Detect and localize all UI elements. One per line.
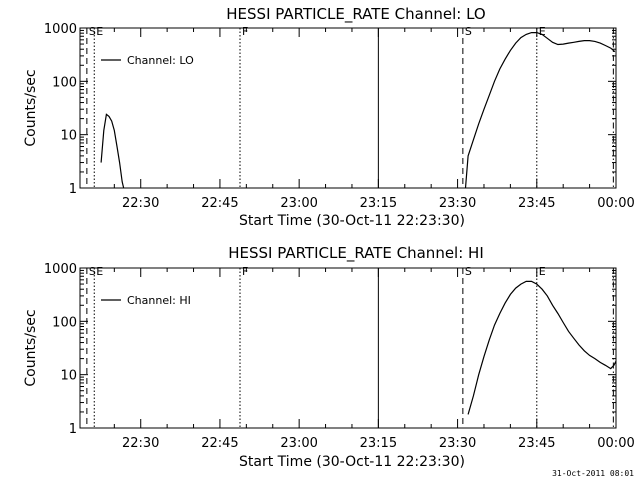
x-tick-label: 23:00 — [280, 196, 317, 211]
x-tick-label: 22:45 — [201, 436, 238, 451]
plot-frame — [79, 27, 617, 189]
marker-label-3: F — [242, 265, 248, 278]
y-tick-label: 10 — [60, 369, 77, 384]
marker-label-6: E — [539, 265, 546, 278]
marker-label-2: E — [96, 25, 103, 38]
y-axis-label: Counts/sec — [23, 309, 39, 386]
y-tick-label: 100 — [52, 75, 77, 90]
y-tick-label: 1000 — [44, 262, 77, 277]
x-tick-label: 23:45 — [518, 196, 555, 211]
chart-title: HESSI PARTICLE_RATE Channel: LO — [226, 5, 485, 24]
y-tick-label: 100 — [52, 315, 77, 330]
x-tick-label: 23:45 — [518, 436, 555, 451]
series-line-2 — [464, 32, 616, 188]
legend-label: Channel: HI — [127, 294, 191, 307]
y-tick-label: 10 — [60, 129, 77, 144]
x-tick-label: 23:15 — [360, 196, 397, 211]
x-tick-label: 00:00 — [597, 196, 634, 211]
x-tick-label: 23:15 — [360, 436, 397, 451]
x-axis-label: Start Time (30-Oct-11 22:23:30) — [239, 454, 465, 470]
marker-label-5: S — [465, 265, 472, 278]
x-tick-label: 00:00 — [597, 436, 634, 451]
marker-label-6: E — [539, 25, 546, 38]
chart-title: HESSI PARTICLE_RATE Channel: HI — [228, 244, 484, 263]
x-tick-label: 22:30 — [122, 196, 159, 211]
marker-label-1: S — [89, 265, 96, 278]
marker-label-1: S — [89, 25, 96, 38]
y-tick-label: 1000 — [44, 22, 77, 37]
chart-panel-1: HESSI PARTICLE_RATE Channel: LOS E F S E1101… — [23, 5, 635, 229]
x-tick-label: 22:45 — [201, 196, 238, 211]
marker-label-5: S — [465, 25, 472, 38]
y-tick-label: 1 — [69, 182, 77, 197]
legend-label: Channel: LO — [127, 54, 194, 67]
x-axis-label: Start Time (30-Oct-11 22:23:30) — [239, 213, 465, 229]
y-axis-label: Counts/sec — [23, 69, 39, 146]
marker-label-3: F — [242, 25, 248, 38]
x-tick-label: 23:00 — [280, 436, 317, 451]
x-tick-label: 23:30 — [439, 436, 476, 451]
series-line-1 — [467, 280, 616, 415]
chart-panel-2: HESSI PARTICLE_RATE Channel: HIS E F S E1101… — [23, 244, 635, 470]
y-tick-label: 1 — [69, 422, 77, 437]
footer-timestamp: 31-Oct-2011 08:01 — [552, 469, 634, 478]
x-tick-label: 23:30 — [439, 196, 476, 211]
series-line-1 — [100, 113, 125, 188]
x-tick-label: 22:30 — [122, 436, 159, 451]
marker-label-2: E — [96, 265, 103, 278]
plot-frame — [79, 267, 617, 429]
